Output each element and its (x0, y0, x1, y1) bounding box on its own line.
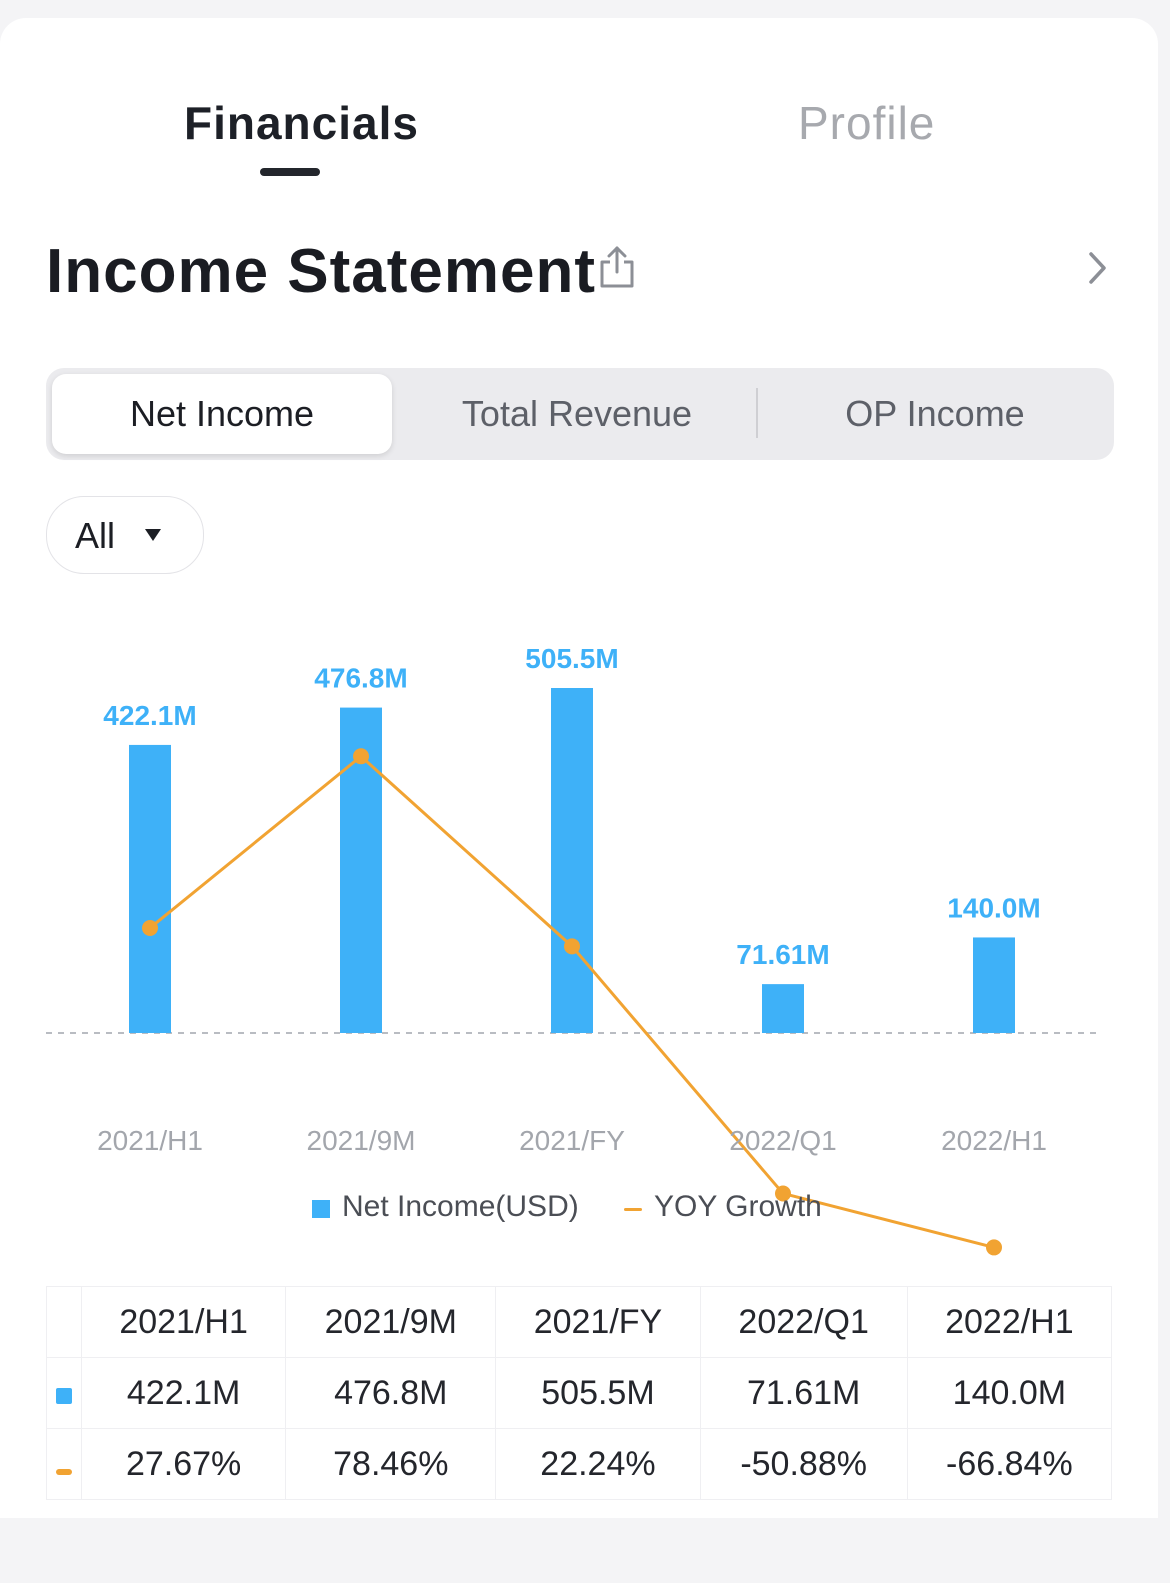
bar-value-label: 422.1M (103, 700, 196, 731)
yoy-point-2022/Q1[interactable] (775, 1185, 791, 1202)
bar-2021/H1[interactable] (129, 744, 171, 1033)
chart-legend: Net Income(USD) YOY Growth (0, 1190, 1158, 1230)
metric-segmented-control: Net Income Total Revenue OP Income (46, 368, 1114, 460)
yoy-point-2021/H1[interactable] (142, 919, 158, 936)
x-tick-label: 2021/FY (519, 1125, 625, 1156)
row-marker-line (46, 1428, 82, 1500)
table-cell: 476.8M (285, 1357, 497, 1429)
section-title: Income Statement (46, 237, 597, 306)
table-header: 2022/H1 (906, 1286, 1113, 1358)
table-header: 2021/H1 (80, 1286, 287, 1358)
legend-bar-label: Net Income(USD) (342, 1190, 579, 1223)
segment-op-income[interactable]: OP Income (845, 393, 1025, 434)
data-table: 2021/H1 2021/9M 2021/FY 2022/Q1 2022/H1 … (46, 1286, 1113, 1500)
table-header: 2022/Q1 (699, 1286, 908, 1358)
table-row-net-income: 422.1M 476.8M 505.5M 71.61M 140.0M (46, 1357, 1113, 1429)
yoy-point-2021/9M[interactable] (353, 748, 369, 765)
table-header: 2021/FY (495, 1286, 701, 1358)
segment-net-income[interactable]: Net Income (52, 374, 392, 454)
net-income-chart: 422.1M 476.8M 505.5M 71.61M 140.0M 2021/H1 202… (46, 643, 1100, 1256)
yoy-point-2022/H1[interactable] (986, 1239, 1002, 1256)
bar-series-marker (56, 1387, 72, 1404)
tab-financials[interactable]: Financials (184, 97, 419, 149)
table-header: 2021/9M (285, 1286, 497, 1358)
legend-line-swatch (624, 1208, 642, 1211)
x-tick-label: 2022/H1 (941, 1125, 1047, 1156)
table-cell: 505.5M (495, 1357, 701, 1429)
caret-down-icon (145, 529, 161, 541)
x-tick-label: 2021/H1 (97, 1125, 203, 1156)
table-cell: -66.84% (906, 1428, 1113, 1500)
table-cell: -50.88% (699, 1428, 908, 1500)
bar-2022/Q1[interactable] (762, 984, 804, 1033)
yoy-point-2021/FY[interactable] (564, 938, 580, 955)
legend-bar-swatch (312, 1200, 330, 1218)
line-series-marker (56, 1468, 72, 1475)
share-icon[interactable] (596, 244, 638, 290)
x-tick-label: 2022/Q1 (729, 1125, 836, 1156)
bar-2022/H1[interactable] (973, 937, 1015, 1033)
table-cell: 27.67% (80, 1428, 287, 1500)
x-tick-label: 2021/9M (307, 1125, 416, 1156)
table-cell: 71.61M (699, 1357, 908, 1429)
bar-2021/FY[interactable] (551, 688, 593, 1033)
bar-value-label: 505.5M (525, 643, 618, 674)
bar-value-label: 71.61M (736, 939, 829, 970)
table-row-yoy: 27.67% 78.46% 22.24% -50.88% -66.84% (46, 1428, 1113, 1500)
active-tab-indicator (260, 168, 320, 176)
chevron-right-icon[interactable] (1082, 248, 1112, 288)
table-cell: 422.1M (80, 1357, 287, 1429)
segment-total-revenue[interactable]: Total Revenue (461, 393, 693, 434)
table-header-row: 2021/H1 2021/9M 2021/FY 2022/Q1 2022/H1 (46, 1286, 1113, 1358)
tab-profile[interactable]: Profile (798, 97, 936, 149)
bar-value-label: 476.8M (314, 663, 407, 694)
table-corner (46, 1286, 82, 1358)
table-cell: 22.24% (495, 1428, 701, 1500)
table-cell: 140.0M (906, 1357, 1113, 1429)
legend-line-label: YOY Growth (654, 1190, 822, 1223)
financials-card: Financials Profile Income Statement Net … (0, 18, 1158, 1518)
period-filter-value: All (75, 515, 116, 556)
bar-value-label: 140.0M (947, 892, 1040, 923)
table-cell: 78.46% (285, 1428, 497, 1500)
top-tabs: Financials Profile (0, 18, 1158, 188)
row-marker-bar (46, 1357, 82, 1429)
period-filter-dropdown[interactable]: All (46, 496, 204, 574)
segment-divider (756, 388, 758, 438)
